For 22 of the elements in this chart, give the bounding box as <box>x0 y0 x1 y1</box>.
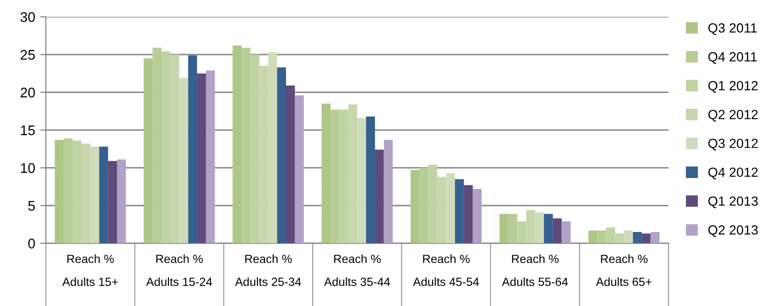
legend-label: Q3 2011 <box>708 23 757 35</box>
legend-label: Q1 2012 <box>708 80 758 93</box>
y-tick-label: 0 <box>28 238 35 248</box>
legend-label: Q4 2011 <box>708 52 757 64</box>
legend-label: Q4 2012 <box>708 168 758 180</box>
legend-label: Q2 2013 <box>708 225 758 238</box>
category-label: Reach % Adults 35-44 <box>324 254 390 286</box>
category-label: Reach % Adults 25-34 <box>235 254 302 286</box>
legend-label: Q3 2012 <box>708 138 758 150</box>
y-tick-label: 20 <box>20 88 35 98</box>
y-tick-label: 5 <box>28 201 35 211</box>
category-label: Reach % Adults 15+ <box>62 254 118 286</box>
y-tick-label: 30 <box>20 12 35 22</box>
category-label: Reach % Adults 45-54 <box>413 254 479 286</box>
category-label: Reach % Adults 15-24 <box>146 254 212 286</box>
legend-label: Q1 2013 <box>708 196 758 208</box>
y-tick-label: 10 <box>21 163 35 173</box>
y-tick-label: 15 <box>21 126 35 136</box>
legend-label: Q2 2012 <box>708 110 758 122</box>
y-tick-label: 25 <box>20 50 35 60</box>
category-label: Reach % Adults 55-64 <box>502 254 568 286</box>
category-label: Reach % Adults 65+ <box>596 254 652 286</box>
